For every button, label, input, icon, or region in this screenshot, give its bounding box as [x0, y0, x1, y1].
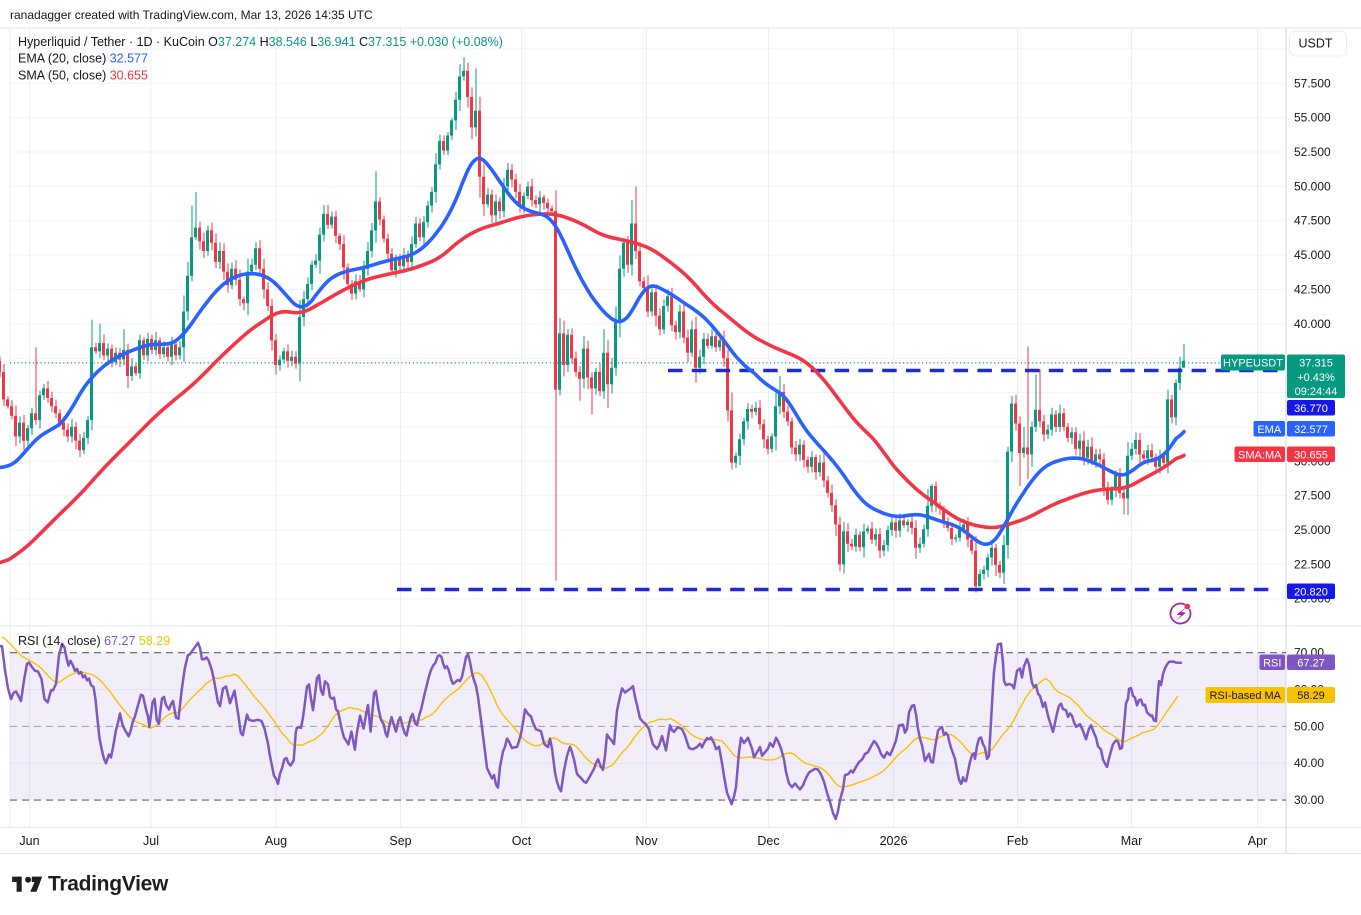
- svg-text:RSI: RSI: [1263, 657, 1281, 669]
- svg-text:ranadagger created with Tradin: ranadagger created with TradingView.com,…: [10, 8, 373, 22]
- svg-text:50.00: 50.00: [1294, 719, 1324, 733]
- svg-text:Aug: Aug: [265, 834, 287, 848]
- svg-text:Sep: Sep: [389, 834, 411, 848]
- svg-text:+0.43%: +0.43%: [1297, 372, 1335, 384]
- svg-text:22.500: 22.500: [1294, 557, 1331, 571]
- svg-text:SMA:MA: SMA:MA: [1238, 449, 1282, 461]
- svg-text:RSI (14, close) 67.27 58.29: RSI (14, close) 67.27 58.29: [18, 634, 170, 648]
- svg-text:37.315: 37.315: [1299, 358, 1333, 370]
- svg-text:SMA (50, close) 30.655: SMA (50, close) 30.655: [18, 69, 148, 83]
- svg-text:57.500: 57.500: [1294, 76, 1331, 90]
- svg-text:2026: 2026: [880, 834, 908, 848]
- svg-text:58.29: 58.29: [1297, 690, 1325, 702]
- svg-text:Apr: Apr: [1248, 834, 1267, 848]
- svg-text:Mar: Mar: [1121, 834, 1143, 848]
- svg-text:TradingView: TradingView: [48, 873, 169, 896]
- svg-text:USDT: USDT: [1299, 37, 1333, 51]
- svg-text:40.00: 40.00: [1294, 756, 1324, 770]
- svg-text:36.770: 36.770: [1294, 403, 1328, 415]
- svg-text:30.00: 30.00: [1294, 793, 1324, 807]
- svg-text:Dec: Dec: [757, 834, 779, 848]
- svg-text:27.500: 27.500: [1294, 489, 1331, 503]
- svg-text:EMA: EMA: [1257, 424, 1282, 436]
- svg-text:HYPEUSDT: HYPEUSDT: [1223, 358, 1283, 370]
- svg-text:Feb: Feb: [1007, 834, 1029, 848]
- svg-text:32.577: 32.577: [1294, 424, 1328, 436]
- svg-text:Nov: Nov: [635, 834, 658, 848]
- svg-text:67.27: 67.27: [1297, 657, 1325, 669]
- svg-text:20.820: 20.820: [1294, 586, 1328, 598]
- svg-text:09:24:44: 09:24:44: [1295, 386, 1338, 398]
- svg-text:Jul: Jul: [143, 834, 159, 848]
- svg-text:25.000: 25.000: [1294, 523, 1331, 537]
- svg-text:50.000: 50.000: [1294, 179, 1331, 193]
- svg-text:47.500: 47.500: [1294, 214, 1331, 228]
- svg-text:Jun: Jun: [19, 834, 39, 848]
- svg-text:55.000: 55.000: [1294, 111, 1331, 125]
- svg-text:EMA (20, close) 32.577: EMA (20, close) 32.577: [18, 52, 148, 66]
- svg-text:RSI-based MA: RSI-based MA: [1209, 690, 1281, 702]
- svg-text:45.000: 45.000: [1294, 248, 1331, 262]
- svg-text:Oct: Oct: [512, 834, 532, 848]
- svg-text:52.500: 52.500: [1294, 145, 1331, 159]
- svg-text:42.500: 42.500: [1294, 283, 1331, 297]
- svg-text:Hyperliquid / Tether · 1D · Ku: Hyperliquid / Tether · 1D · KuCoin O37.2…: [18, 35, 503, 49]
- svg-text:30.655: 30.655: [1294, 449, 1328, 461]
- svg-text:40.000: 40.000: [1294, 317, 1331, 331]
